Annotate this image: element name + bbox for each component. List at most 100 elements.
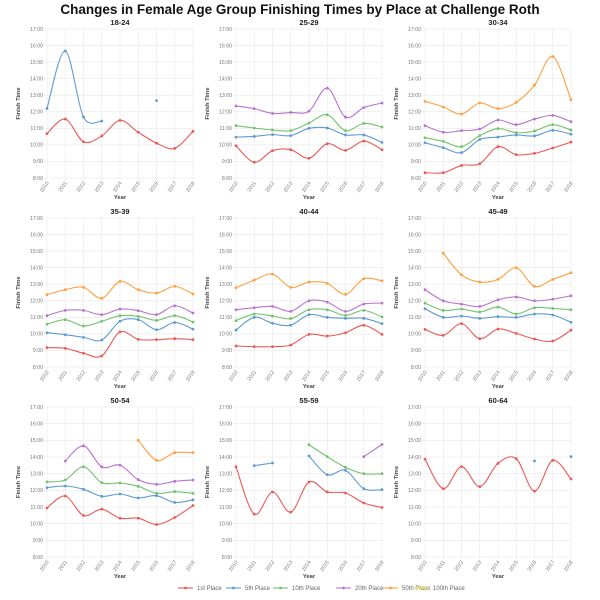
x-tick-label: 2013	[472, 181, 484, 194]
data-point	[496, 135, 500, 139]
y-tick-label: 10:00	[408, 143, 421, 149]
chart-title: Changes in Female Age Group Finishing Ti…	[60, 2, 540, 17]
legend-label: 5th Place	[245, 586, 271, 592]
data-point	[344, 491, 347, 495]
x-tick-label: 2012	[265, 181, 277, 194]
panel-title: 40-44	[299, 207, 319, 216]
data-point	[234, 465, 238, 469]
x-tick-label: 2017	[167, 370, 179, 383]
y-tick-label: 9:00	[411, 348, 421, 354]
data-point	[82, 285, 85, 289]
data-point	[100, 134, 104, 138]
panel-30-34: 8:00 9:00 10:00 11:00 12:00 13:00 14:00 15:00 16…	[394, 18, 575, 201]
x-tick-label: 2013	[283, 181, 295, 194]
y-tick-label: 14:00	[30, 455, 43, 461]
legend-item[interactable]: 50th Place	[383, 586, 431, 592]
x-tick-label: 2011	[247, 560, 258, 573]
data-point	[380, 301, 384, 305]
y-tick-label: 11:00	[30, 315, 43, 321]
y-tick-label: 14:00	[30, 265, 43, 271]
x-tick-label: 2015	[130, 370, 142, 383]
series-line-20th-place	[363, 444, 383, 458]
data-point	[496, 327, 500, 331]
data-point	[155, 494, 158, 498]
data-point	[344, 148, 347, 152]
x-tick-label: 2011	[247, 370, 258, 383]
data-point	[325, 142, 329, 146]
x-tick-label: 2016	[149, 181, 161, 194]
data-point	[362, 106, 366, 110]
x-tick-label: 2012	[454, 560, 466, 573]
legend-item[interactable]: 10th Place	[273, 586, 321, 592]
data-point	[478, 485, 482, 489]
data-point	[234, 308, 238, 312]
x-tick-label: 2017	[167, 560, 179, 573]
y-tick-label: 8:00	[222, 365, 232, 371]
data-point	[496, 107, 500, 111]
legend-item[interactable]: 20th Place	[336, 586, 384, 592]
data-point	[191, 338, 195, 342]
data-point	[362, 501, 366, 505]
data-point	[460, 322, 463, 326]
y-tick-label: 11:00	[30, 505, 43, 511]
y-tick-label: 14:00	[408, 265, 421, 271]
data-point	[362, 133, 366, 137]
x-tick-label: 2014	[112, 181, 124, 194]
data-point	[136, 438, 140, 442]
data-point	[45, 480, 49, 484]
legend-item[interactable]: 100th Place	[414, 586, 465, 592]
data-point	[234, 319, 238, 323]
x-tick-label: 2017	[356, 560, 368, 573]
data-point	[325, 308, 329, 312]
panel-25-29: 8:00 9:00 10:00 11:00 12:00 13:00 14:00 15:00 16…	[205, 18, 386, 201]
data-point	[136, 478, 140, 482]
data-point	[63, 288, 67, 292]
data-point	[325, 473, 329, 477]
data-point	[155, 328, 158, 332]
data-point	[423, 171, 427, 175]
x-tick-label: 2018	[185, 560, 197, 573]
data-point	[514, 457, 518, 461]
data-point	[441, 130, 445, 134]
data-point	[533, 83, 536, 87]
data-point	[514, 295, 518, 299]
legend-item[interactable]: 5th Place	[226, 586, 271, 592]
data-point	[362, 308, 366, 312]
data-point	[496, 461, 500, 465]
data-point	[514, 131, 518, 135]
data-point	[441, 308, 445, 312]
y-tick-label: 13:00	[30, 471, 43, 477]
data-point	[325, 86, 329, 90]
data-point	[460, 112, 463, 116]
x-tick-label: 2014	[301, 560, 313, 573]
x-tick-label: 2010	[417, 181, 429, 194]
data-point	[569, 320, 573, 324]
data-point	[63, 117, 67, 121]
data-point	[362, 139, 366, 143]
data-point	[325, 334, 329, 338]
series-line-20th-place	[64, 445, 194, 485]
y-tick-label: 12:00	[219, 110, 232, 116]
data-point	[533, 129, 536, 133]
y-tick-label: 17:00	[408, 27, 421, 33]
data-point	[100, 494, 104, 498]
x-tick-label: 2017	[356, 370, 368, 383]
data-point	[325, 300, 329, 304]
y-tick-label: 15:00	[219, 438, 232, 444]
y-tick-label: 8:00	[411, 555, 421, 561]
data-point	[271, 305, 274, 308]
y-tick-label: 15:00	[219, 249, 232, 255]
data-point	[344, 133, 347, 137]
y-tick-label: 17:00	[408, 405, 421, 411]
data-point	[82, 324, 85, 328]
data-point	[191, 491, 195, 495]
data-point	[234, 124, 238, 128]
y-tick-label: 16:00	[219, 232, 232, 238]
y-tick-label: 10:00	[30, 143, 43, 149]
legend-marker	[389, 586, 392, 590]
panel-50-54: 8:00 9:00 10:00 11:00 12:00 13:00 14:00 15:00 16…	[16, 396, 197, 580]
y-tick-label: 9:00	[411, 538, 421, 544]
legend-item[interactable]: 1st Place	[178, 586, 222, 592]
data-point	[460, 307, 463, 311]
data-point	[100, 296, 104, 300]
